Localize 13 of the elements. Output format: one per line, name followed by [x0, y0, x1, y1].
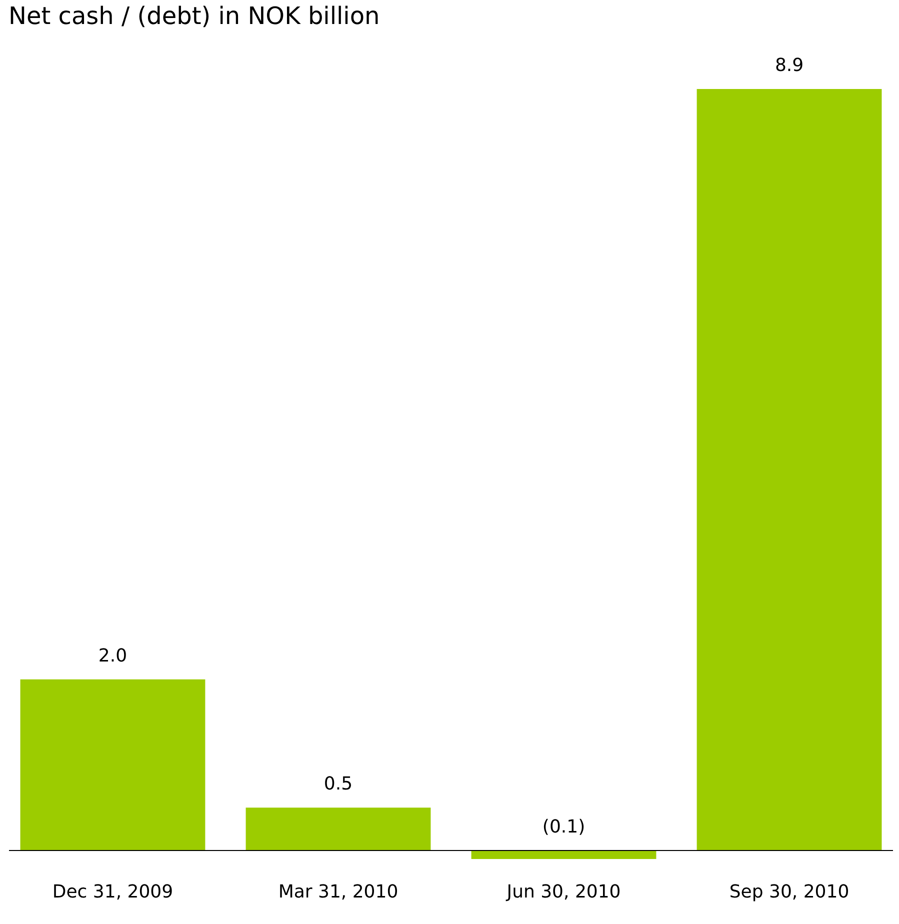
data-label: (0.1) — [542, 816, 586, 838]
bar — [696, 89, 882, 850]
data-label: 0.5 — [324, 774, 353, 795]
bar — [20, 679, 206, 850]
x-tick-label: Sep 30, 2010 — [729, 882, 850, 902]
x-tick-label: Mar 31, 2010 — [278, 882, 398, 902]
x-tick-label: Dec 31, 2009 — [52, 882, 174, 902]
bar — [246, 808, 431, 850]
data-label: 8.9 — [774, 55, 804, 76]
data-label: 2.0 — [98, 645, 128, 666]
x-tick-label: Jun 30, 2010 — [506, 882, 621, 902]
bar — [471, 850, 656, 859]
chart-title: Net cash / (debt) in NOK billion — [8, 2, 380, 30]
